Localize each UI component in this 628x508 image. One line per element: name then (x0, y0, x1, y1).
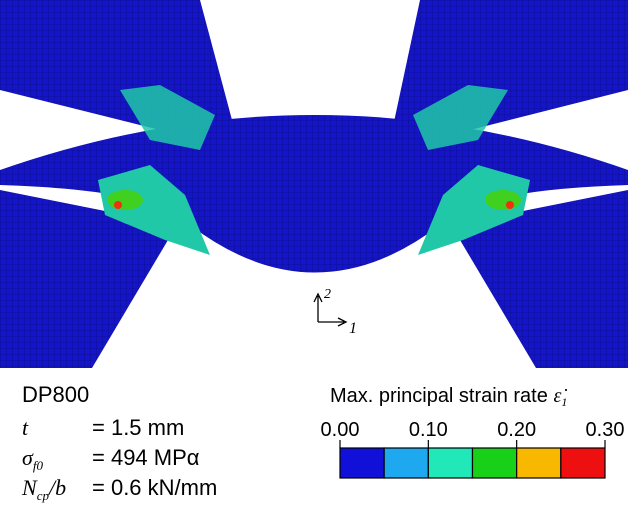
tick-label: 0.30 (586, 419, 625, 441)
color-cell (340, 448, 384, 478)
simulation: 2 1 (0, 0, 628, 368)
strain-peak (485, 190, 521, 210)
parameter-value: = 0.6 kN/mm (92, 475, 217, 500)
strain-peak (107, 190, 143, 210)
parameter-symbol: t (22, 415, 29, 440)
color-cell (384, 448, 428, 478)
page: {"material": "DP800", "parameters": [ {"… (0, 0, 628, 503)
symbol: t (22, 415, 29, 440)
colorbar: 0.00 0.10 0.20 0.30 (321, 419, 625, 478)
strain-peak (506, 201, 514, 209)
color-cell (428, 448, 472, 478)
subscript: cp (37, 488, 50, 503)
parameter-symbol: σf0 (22, 445, 43, 473)
tick-label: 0.10 (409, 419, 448, 441)
color-cell (517, 448, 561, 478)
axis-arrow (314, 294, 322, 322)
symbol: N (21, 475, 38, 500)
tick-label: 0.20 (497, 419, 536, 441)
title-text: Max. principal strain rate (330, 385, 548, 407)
parameter-value: = 494 MPα (92, 445, 200, 470)
divisor: /b (47, 475, 66, 500)
colorbar-title: Max. principal strain rate ε̇1 (330, 385, 567, 409)
symbol-subscript: 1 (561, 395, 567, 409)
material: DP800 (22, 382, 89, 407)
figure: 2 1 DP800 t = 1.5 mm σf0 = 494 MPα Ncp/b = 0.… (0, 0, 628, 503)
axis-arrow (318, 318, 346, 326)
parameters: t = 1.5 mm σf0 = 494 MPα Ncp/b = 0.6 kN/mm (21, 415, 217, 503)
color-cell (473, 448, 517, 478)
color-cell (561, 448, 605, 478)
parameter-symbol: Ncp/b (21, 475, 66, 503)
strain-peak (114, 201, 122, 209)
axis-label: 1 (349, 320, 357, 337)
tick-label: 0.00 (321, 419, 360, 441)
axis-label: 2 (324, 287, 331, 302)
subscript: f0 (33, 458, 44, 473)
parameter-value: = 1.5 mm (92, 415, 184, 440)
